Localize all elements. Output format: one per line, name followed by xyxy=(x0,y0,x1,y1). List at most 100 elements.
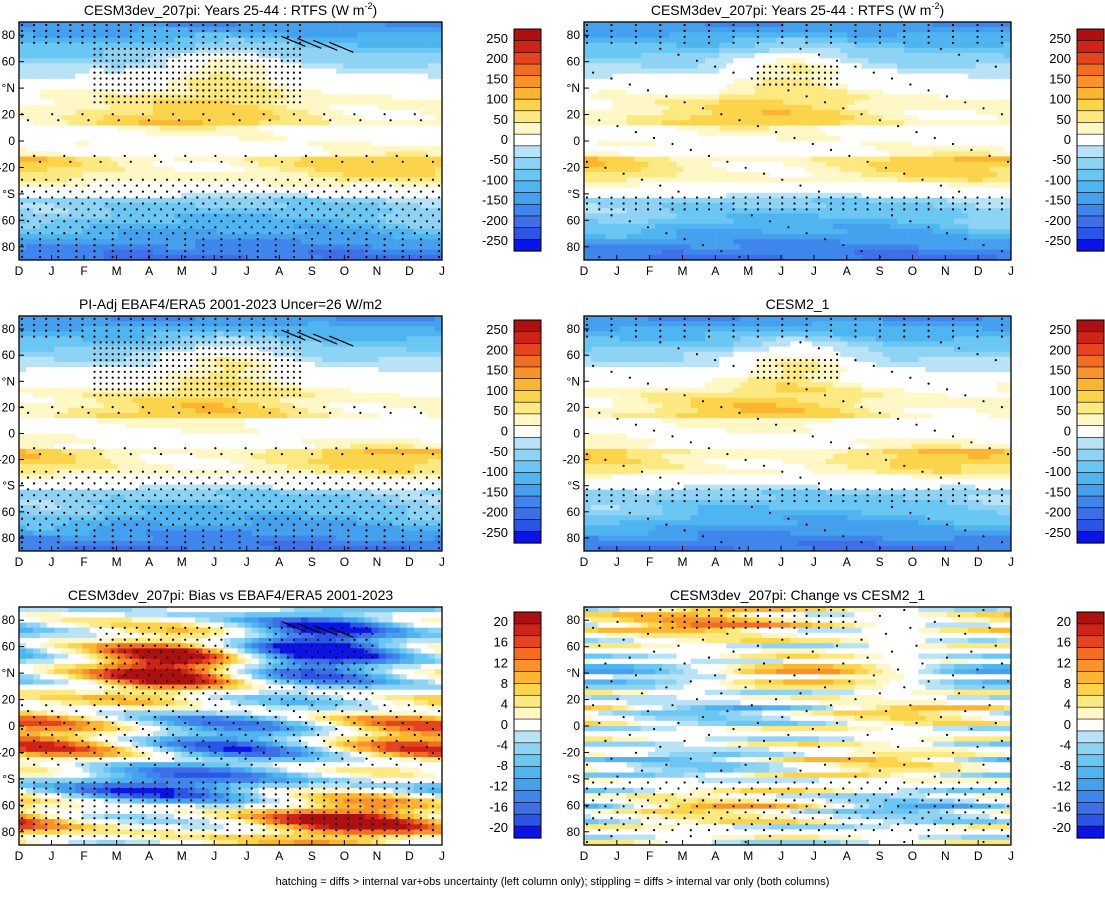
cell xyxy=(68,198,76,204)
cell xyxy=(748,69,756,75)
stipple-dot xyxy=(311,214,313,216)
cell xyxy=(167,203,175,209)
cell xyxy=(691,84,699,90)
cell xyxy=(712,74,720,80)
stipple-dot xyxy=(275,60,277,62)
cell xyxy=(231,177,239,183)
cell xyxy=(329,172,337,178)
cell xyxy=(174,229,182,235)
stipple-dot xyxy=(112,232,114,234)
cell xyxy=(627,74,635,80)
cell xyxy=(662,115,670,121)
cell xyxy=(47,105,55,111)
cell xyxy=(174,27,182,33)
cell xyxy=(612,100,620,106)
cell xyxy=(266,172,274,178)
cell xyxy=(677,53,685,59)
cell xyxy=(641,74,649,80)
cell xyxy=(82,100,90,106)
cell xyxy=(983,43,991,49)
cell xyxy=(648,38,656,44)
cell xyxy=(132,94,140,100)
cell xyxy=(97,203,105,209)
cell xyxy=(883,94,891,100)
cell xyxy=(329,125,337,131)
cell xyxy=(139,219,147,225)
cell xyxy=(104,172,112,178)
cell xyxy=(605,48,613,54)
cell xyxy=(47,151,55,157)
stipple-dot xyxy=(239,179,241,181)
cell xyxy=(847,115,855,121)
cell xyxy=(350,89,358,95)
cell xyxy=(181,38,189,44)
stipple-dot xyxy=(93,226,95,228)
cell xyxy=(620,53,628,59)
cell xyxy=(890,32,898,38)
cell xyxy=(357,58,365,64)
cell xyxy=(379,141,387,147)
stipple-dot xyxy=(214,42,216,44)
cell xyxy=(26,229,34,235)
cell xyxy=(315,172,323,178)
cell xyxy=(350,27,358,33)
cell xyxy=(833,110,841,116)
cell xyxy=(940,120,948,126)
stipple-dot xyxy=(130,89,132,91)
cell xyxy=(655,115,663,121)
cell xyxy=(641,110,649,116)
colorbar-label: -50 xyxy=(489,152,508,167)
cell xyxy=(68,110,76,116)
stipple-dot xyxy=(232,72,234,74)
cell xyxy=(125,110,133,116)
cell xyxy=(322,141,330,147)
cell xyxy=(983,84,991,90)
stipple-dot xyxy=(347,226,349,228)
cell xyxy=(209,157,217,163)
cell xyxy=(364,69,372,75)
cell xyxy=(897,69,905,75)
cell xyxy=(372,63,380,69)
cell xyxy=(167,115,175,121)
stipple-dot xyxy=(118,30,120,32)
stipple-dot xyxy=(106,42,108,44)
cell xyxy=(26,110,34,116)
cell xyxy=(904,43,912,49)
cell xyxy=(280,167,288,173)
cell xyxy=(662,53,670,59)
cell xyxy=(854,105,862,111)
cell xyxy=(68,172,76,178)
cell xyxy=(805,100,813,106)
cell xyxy=(407,188,415,194)
cell xyxy=(741,38,749,44)
cell xyxy=(421,162,429,168)
stipple-dot xyxy=(281,89,283,91)
stipple-dot xyxy=(281,72,283,74)
cell xyxy=(231,131,239,137)
cell xyxy=(776,115,784,121)
cell xyxy=(97,125,105,131)
cell xyxy=(698,63,706,69)
cell xyxy=(712,84,720,90)
cell xyxy=(90,105,98,111)
colorbar-box xyxy=(514,76,541,88)
stipple-dot xyxy=(208,66,210,68)
stipple-dot xyxy=(220,72,222,74)
cell xyxy=(783,84,791,90)
cell xyxy=(322,100,330,106)
cell xyxy=(869,27,877,33)
cell xyxy=(883,22,891,28)
stipple-dot xyxy=(172,77,174,79)
cell xyxy=(139,239,147,245)
cell xyxy=(790,48,798,54)
stipple-dot xyxy=(371,191,373,193)
cell xyxy=(876,58,884,64)
cell xyxy=(97,131,105,137)
cell xyxy=(188,188,196,194)
cell xyxy=(357,48,365,54)
cell xyxy=(407,115,415,121)
cell xyxy=(421,198,429,204)
stipple-dot xyxy=(263,54,265,56)
cell xyxy=(132,250,140,256)
cell xyxy=(336,250,344,256)
